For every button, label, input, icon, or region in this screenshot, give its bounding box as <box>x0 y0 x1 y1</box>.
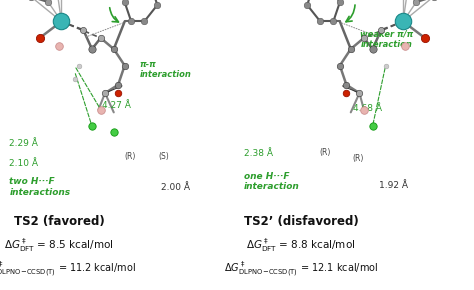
Point <box>369 124 376 128</box>
Point <box>121 0 128 5</box>
Text: 4.27 Å: 4.27 Å <box>102 101 131 110</box>
Point <box>88 124 96 128</box>
Point <box>88 47 96 51</box>
Point <box>360 107 368 112</box>
Text: $\Delta G^\ddagger_\mathregular{DLPNO\!-\!CCSD(T)}$ = 12.1 kcal/mol: $\Delta G^\ddagger_\mathregular{DLPNO\!-… <box>224 259 378 278</box>
Text: 1.92 Å: 1.92 Å <box>379 181 408 190</box>
Text: (R): (R) <box>352 153 364 163</box>
Point <box>347 47 355 51</box>
Point <box>36 36 44 40</box>
Point <box>303 3 311 7</box>
Point <box>412 0 420 5</box>
Text: (S): (S) <box>158 152 169 161</box>
Point <box>101 91 109 95</box>
Point <box>343 82 350 87</box>
Text: $\Delta G^\ddagger_\mathregular{DFT}$ = 8.8 kcal/mol: $\Delta G^\ddagger_\mathregular{DFT}$ = … <box>246 236 356 254</box>
Point <box>58 19 65 24</box>
Text: one H···F
interaction: one H···F interaction <box>244 172 300 191</box>
Text: π-π
interaction: π-π interaction <box>140 60 191 79</box>
Point <box>140 19 148 24</box>
Point <box>377 28 385 32</box>
Text: weaker π/π
interaction: weaker π/π interaction <box>360 30 413 49</box>
Point <box>80 28 87 32</box>
Text: 2.00 Å: 2.00 Å <box>161 182 190 192</box>
Point <box>356 91 363 95</box>
Point <box>382 63 390 68</box>
Text: $\Delta G^\ddagger_\mathregular{DFT}$ = 8.5 kcal/mol: $\Delta G^\ddagger_\mathregular{DFT}$ = … <box>4 236 114 254</box>
Point <box>75 63 82 68</box>
Text: $\Delta G^\ddagger_\mathregular{DLPNO\!-\!CCSD(T)}$ = 11.2 kcal/mol: $\Delta G^\ddagger_\mathregular{DLPNO\!-… <box>0 259 136 278</box>
Point <box>110 129 118 134</box>
Point <box>421 36 428 40</box>
Text: (R): (R) <box>319 148 330 157</box>
Text: 2.29 Å: 2.29 Å <box>9 139 38 148</box>
Point <box>114 91 122 95</box>
Point <box>110 47 118 51</box>
Text: TS2 (favored): TS2 (favored) <box>14 215 105 228</box>
Text: (R): (R) <box>125 152 136 161</box>
Point <box>336 63 344 68</box>
Point <box>360 36 368 40</box>
Point <box>399 19 407 24</box>
Text: two H···F
interactions: two H···F interactions <box>9 177 71 197</box>
Point <box>128 19 135 24</box>
Point <box>317 19 324 24</box>
Text: TS2’ (disfavored): TS2’ (disfavored) <box>244 215 358 228</box>
Point <box>336 0 344 5</box>
Point <box>329 19 337 24</box>
Point <box>71 77 78 82</box>
Point <box>154 3 161 7</box>
Point <box>343 91 350 95</box>
Text: 2.38 Å: 2.38 Å <box>244 149 273 158</box>
Point <box>97 107 104 112</box>
Point <box>97 36 104 40</box>
Point <box>114 82 122 87</box>
Point <box>401 44 409 48</box>
Point <box>121 63 128 68</box>
Point <box>55 44 63 48</box>
Point <box>45 0 52 5</box>
Text: 4.68 Å: 4.68 Å <box>353 104 382 113</box>
Point <box>369 47 376 51</box>
Text: 2.10 Å: 2.10 Å <box>9 159 38 168</box>
